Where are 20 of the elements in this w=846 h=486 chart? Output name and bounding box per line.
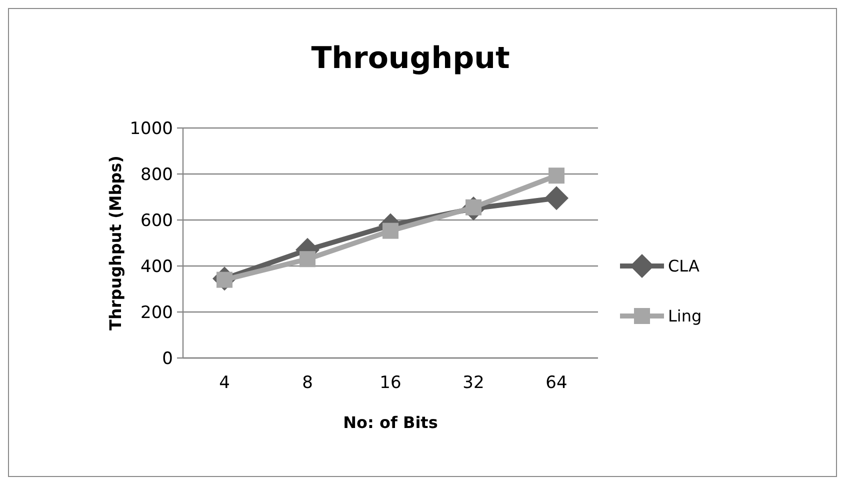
point	[300, 251, 316, 268]
y-tick-label: 800	[140, 164, 173, 185]
point	[382, 222, 398, 239]
x-tick-label: 64	[546, 373, 568, 393]
y-tick-label: 600	[140, 210, 173, 231]
x-tick-label: 8	[302, 373, 313, 393]
x-axis-title: No: of Bits	[343, 413, 438, 432]
y-tick-label: 400	[140, 256, 173, 277]
x-tick-label: 4	[219, 373, 230, 393]
x-tick-label: 32	[462, 373, 484, 393]
y-tick-label: 0	[162, 348, 173, 369]
legend-label: CLA	[668, 256, 700, 276]
y-tick-label: 200	[140, 302, 173, 323]
y-tick-label: 1000	[130, 118, 173, 139]
y-axis-title: Thrpughput (Mbps)	[106, 156, 125, 330]
chart-title: Throughput	[311, 41, 510, 76]
x-tick-label: 16	[380, 373, 402, 393]
legend-label: Ling	[668, 306, 702, 326]
point	[548, 168, 564, 184]
point	[544, 186, 568, 210]
